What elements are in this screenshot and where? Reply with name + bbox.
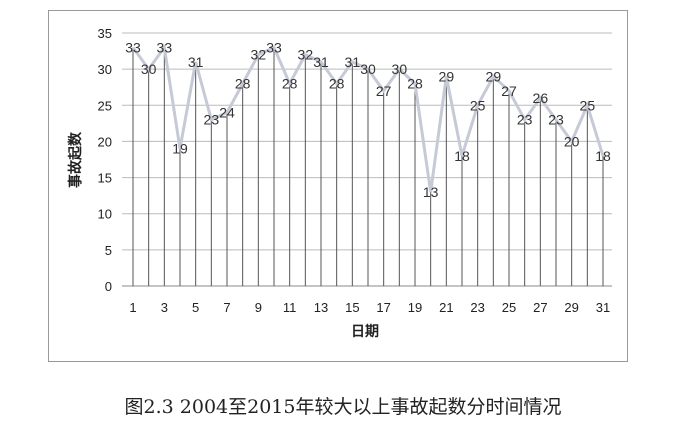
x-tick-label: 29 [564, 300, 578, 315]
data-label: 30 [141, 61, 157, 77]
y-tick-label: 25 [98, 98, 112, 113]
data-label: 25 [470, 97, 486, 113]
data-label: 31 [188, 54, 204, 70]
data-label: 20 [564, 133, 580, 149]
x-tick-label: 31 [596, 300, 610, 315]
y-tick-label: 20 [98, 134, 112, 149]
data-label: 31 [345, 54, 361, 70]
data-label: 27 [376, 83, 392, 99]
x-tick-label: 11 [283, 300, 297, 315]
data-label: 30 [360, 61, 376, 77]
y-tick-label: 0 [105, 279, 112, 294]
data-label: 33 [157, 39, 173, 55]
y-tick-label: 35 [98, 26, 112, 41]
data-label: 27 [501, 83, 517, 99]
data-label: 24 [219, 105, 235, 121]
data-label: 29 [439, 68, 455, 84]
y-tick-label: 5 [105, 243, 112, 258]
x-tick-label: 27 [533, 300, 547, 315]
x-tick-label: 17 [376, 300, 390, 315]
x-tick-label: 9 [255, 300, 262, 315]
data-label: 26 [533, 90, 549, 106]
data-label: 33 [125, 39, 141, 55]
x-axis-title: 日期 [351, 323, 379, 339]
data-label: 28 [329, 76, 345, 92]
data-label: 28 [235, 76, 251, 92]
data-label: 25 [580, 97, 596, 113]
data-label: 33 [266, 39, 282, 55]
data-label: 23 [204, 112, 220, 128]
data-label: 28 [407, 76, 423, 92]
data-label: 32 [298, 47, 314, 63]
data-label: 19 [172, 141, 188, 157]
y-tick-label: 10 [98, 207, 112, 222]
chart-frame [48, 10, 628, 362]
data-label: 18 [595, 148, 611, 164]
data-label: 31 [313, 54, 329, 70]
y-tick-label: 30 [98, 62, 112, 77]
x-tick-label: 7 [223, 300, 230, 315]
data-label: 23 [517, 112, 533, 128]
x-tick-label: 15 [345, 300, 359, 315]
x-tick-label: 25 [502, 300, 516, 315]
x-tick-label: 3 [161, 300, 168, 315]
data-label: 18 [454, 148, 470, 164]
x-tick-label: 13 [314, 300, 328, 315]
data-label: 23 [548, 112, 564, 128]
data-label: 13 [423, 184, 439, 200]
x-tick-label: 5 [192, 300, 199, 315]
x-tick-label: 1 [129, 300, 136, 315]
figure-caption: 图2.3 2004至2015年较大以上事故起数分时间情况 [124, 396, 562, 418]
y-axis-title: 事故起数 [67, 131, 83, 188]
x-tick-label: 23 [470, 300, 484, 315]
x-tick-label: 21 [439, 300, 453, 315]
data-label: 28 [282, 76, 298, 92]
y-tick-label: 15 [98, 171, 112, 186]
data-label: 30 [392, 61, 408, 77]
data-label: 29 [486, 68, 502, 84]
series-line [131, 43, 605, 193]
data-label: 32 [251, 47, 267, 63]
x-tick-label: 19 [408, 300, 422, 315]
